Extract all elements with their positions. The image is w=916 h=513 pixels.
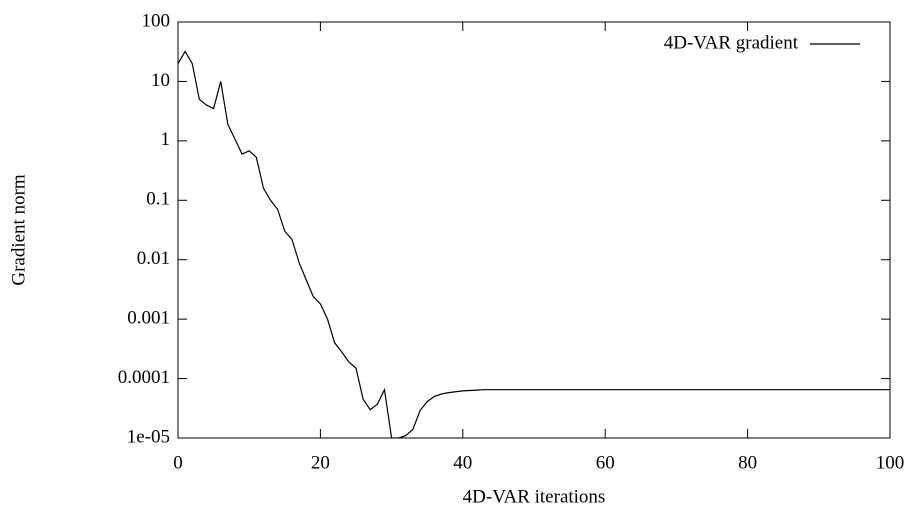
x-tick-label: 60 [596, 452, 615, 473]
x-tick-label: 100 [876, 452, 905, 473]
x-tick-label: 0 [173, 452, 183, 473]
x-axis-label: 4D-VAR iterations [463, 486, 606, 507]
y-tick-label: 1 [161, 129, 171, 150]
y-tick-label: 0.01 [137, 248, 170, 269]
legend-label: 4D-VAR gradient [664, 32, 799, 53]
x-tick-label: 20 [311, 452, 330, 473]
x-tick-label: 40 [453, 452, 472, 473]
y-tick-label: 0.001 [127, 308, 170, 329]
y-tick-label: 0.0001 [118, 367, 170, 388]
x-tick-label: 80 [738, 452, 757, 473]
y-tick-label: 1e-05 [127, 426, 170, 447]
y-axis-label: Gradient norm [8, 174, 29, 286]
data-line [178, 50, 890, 438]
y-tick-label: 100 [142, 10, 171, 31]
y-tick-label: 10 [151, 70, 170, 91]
y-tick-label: 0.1 [146, 189, 170, 210]
plot-frame [177, 21, 891, 439]
